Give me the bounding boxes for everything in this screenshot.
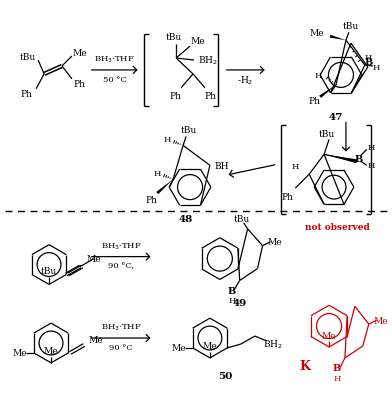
Text: BH$_3$·THF: BH$_3$·THF <box>94 55 135 65</box>
Text: 49: 49 <box>232 298 247 307</box>
Text: H: H <box>163 136 171 144</box>
Text: H: H <box>373 64 380 72</box>
Text: Ph: Ph <box>308 97 320 106</box>
Text: Me: Me <box>309 29 324 38</box>
Text: 50 °C: 50 °C <box>103 76 127 84</box>
Text: BH$_3$·THF: BH$_3$·THF <box>101 241 142 252</box>
Text: 50: 50 <box>219 371 233 380</box>
Text: Me: Me <box>322 331 336 340</box>
Text: Me: Me <box>203 342 217 351</box>
Text: tBu: tBu <box>319 130 335 139</box>
Text: Ph: Ph <box>169 92 181 101</box>
Polygon shape <box>330 36 346 41</box>
Text: BH$_3$·THF: BH$_3$·THF <box>101 322 142 333</box>
Text: Me: Me <box>191 36 205 45</box>
Text: B: B <box>355 154 363 163</box>
Text: Ph: Ph <box>145 195 157 204</box>
Text: Me: Me <box>267 238 282 247</box>
Text: Me: Me <box>89 335 103 344</box>
Polygon shape <box>324 155 357 164</box>
Text: H: H <box>367 162 374 170</box>
Text: Me: Me <box>44 347 58 356</box>
Text: Ph: Ph <box>281 192 293 201</box>
Text: BH$_2$: BH$_2$ <box>263 338 283 350</box>
Text: B: B <box>333 363 341 372</box>
Text: H: H <box>333 374 341 382</box>
Text: B: B <box>228 286 236 295</box>
Text: tBu: tBu <box>20 52 36 62</box>
Text: tBu: tBu <box>41 266 57 275</box>
Text: Ph: Ph <box>74 80 86 89</box>
Text: not observed: not observed <box>305 223 369 232</box>
Text: H: H <box>314 72 322 80</box>
Text: H: H <box>154 170 161 178</box>
Text: 47: 47 <box>329 113 343 122</box>
Text: 48: 48 <box>179 215 193 224</box>
Text: tBu: tBu <box>166 33 182 42</box>
Text: H: H <box>228 296 236 305</box>
Text: H: H <box>364 54 372 62</box>
Text: H: H <box>292 163 299 171</box>
Text: 90 °C: 90 °C <box>109 343 133 351</box>
Polygon shape <box>156 180 173 195</box>
Text: Ph: Ph <box>20 90 32 99</box>
Polygon shape <box>319 85 336 99</box>
Text: K: K <box>300 360 310 373</box>
Text: BH$_2$: BH$_2$ <box>198 55 218 67</box>
Text: BH: BH <box>214 161 229 171</box>
Text: 90 °C,: 90 °C, <box>108 262 134 270</box>
Text: Me: Me <box>373 316 388 325</box>
Text: Me: Me <box>87 254 102 263</box>
Text: tBu: tBu <box>181 126 197 135</box>
Text: B: B <box>365 58 373 66</box>
Text: -H$_2$: -H$_2$ <box>238 75 254 87</box>
Text: Me: Me <box>171 343 186 353</box>
Text: Ph: Ph <box>205 92 217 101</box>
Text: tBu: tBu <box>234 215 250 224</box>
Text: Me: Me <box>13 349 27 358</box>
Text: Me: Me <box>73 49 87 58</box>
Text: H: H <box>367 144 374 152</box>
Text: tBu: tBu <box>343 22 359 31</box>
